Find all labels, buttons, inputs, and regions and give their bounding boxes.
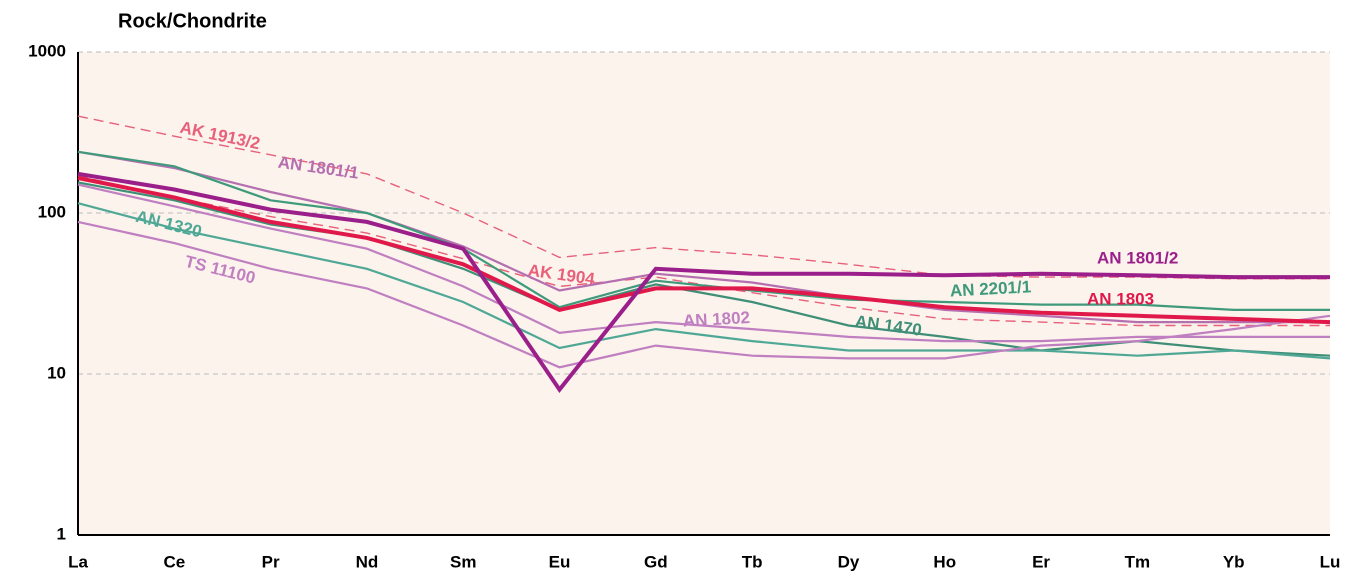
- x-tick-label: Gd: [644, 552, 668, 571]
- y-tick-label: 1000: [28, 41, 66, 60]
- x-tick-label: Yb: [1223, 552, 1245, 571]
- y-tick-label: 10: [47, 363, 66, 382]
- series-line: [77, 150, 1330, 324]
- series-line: [77, 176, 1331, 325]
- y-tick-label: 1: [57, 524, 66, 543]
- series-label: AN 1802: [682, 308, 750, 330]
- x-tick-label: Pr: [262, 552, 280, 571]
- x-tick-label: Eu: [549, 552, 571, 571]
- series-label: AN 1801/2: [1097, 248, 1178, 267]
- x-tick-label: Tb: [742, 552, 763, 571]
- x-tick-label: Ho: [933, 552, 956, 571]
- series-label: AN 1803: [1087, 289, 1154, 308]
- x-tick-label: Dy: [838, 552, 860, 571]
- x-tick-label: Sm: [450, 552, 476, 571]
- series-label: AN 2201/1: [949, 277, 1031, 300]
- x-tick-label: Lu: [1320, 552, 1341, 571]
- series-line: [77, 175, 1330, 327]
- x-tick-label: Er: [1032, 552, 1050, 571]
- series-line: [77, 202, 1331, 360]
- series-line: [77, 171, 1330, 393]
- y-tick-label: 100: [38, 202, 66, 221]
- series-line: [77, 115, 1330, 280]
- x-tick-label: Tm: [1125, 552, 1151, 571]
- series-line: [77, 150, 1330, 311]
- series-line: [77, 183, 1330, 343]
- chart-title: Rock/Chondrite: [118, 10, 267, 32]
- x-tick-label: La: [68, 552, 88, 571]
- series-line: [77, 220, 1331, 369]
- x-tick-label: Ce: [163, 552, 185, 571]
- x-tick-label: Nd: [356, 552, 379, 571]
